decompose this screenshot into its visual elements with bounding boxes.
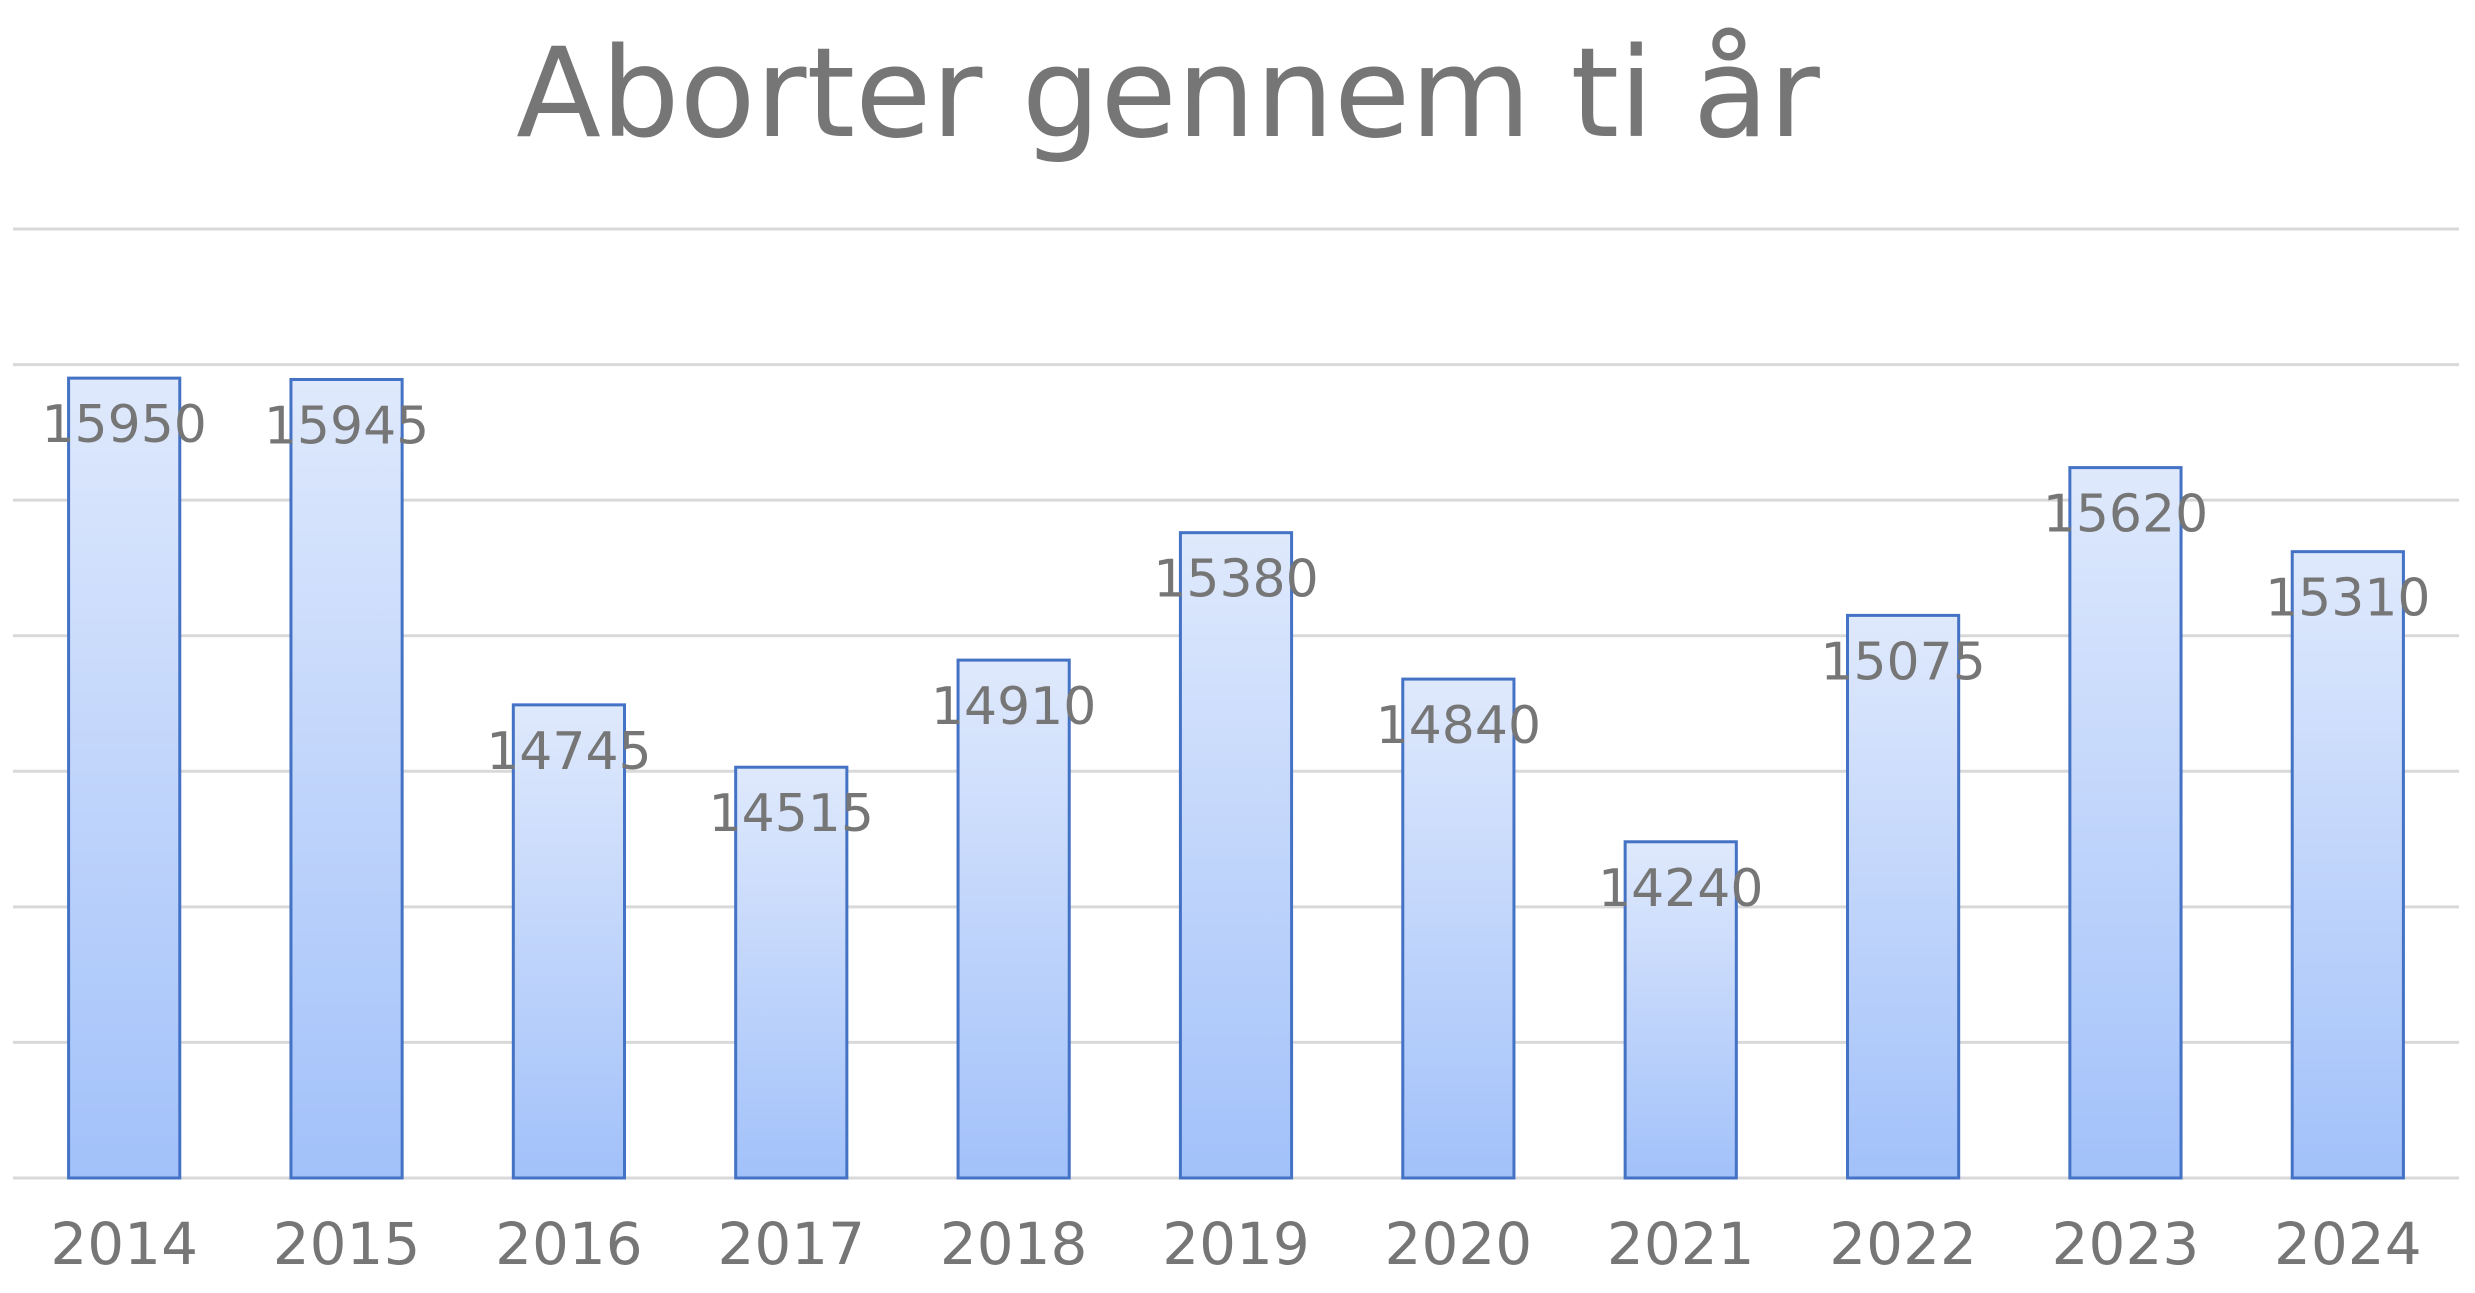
data-label: 14745 [486, 722, 651, 782]
data-label: 15620 [2043, 485, 2208, 545]
chart-title: Aborter gennem ti år [516, 22, 1820, 166]
x-tick-label: 2017 [717, 1210, 865, 1278]
data-label: 15380 [1153, 550, 1318, 610]
bar [1846, 613, 1961, 1180]
x-tick-label: 2014 [50, 1210, 198, 1278]
data-label: 14515 [709, 784, 874, 844]
x-tick-label: 2021 [1607, 1210, 1755, 1278]
bar [67, 376, 182, 1180]
bar [1401, 677, 1516, 1180]
data-label: 15310 [2265, 569, 2430, 629]
bar [1623, 840, 1738, 1180]
x-tick-label: 2024 [2274, 1210, 2422, 1278]
bar [511, 703, 626, 1180]
data-label: 14910 [931, 677, 1096, 737]
bar [2290, 550, 2405, 1180]
x-tick-label: 2020 [1385, 1210, 1533, 1278]
data-label: 15075 [1820, 632, 1985, 692]
x-tick-label: 2019 [1162, 1210, 1310, 1278]
data-label: 14840 [1376, 696, 1541, 756]
bar [289, 377, 404, 1180]
bar [734, 765, 849, 1180]
data-label: 14240 [1598, 859, 1763, 919]
x-tick-label: 2018 [940, 1210, 1088, 1278]
data-label: 15950 [41, 395, 206, 455]
x-tick-label: 2022 [1829, 1210, 1977, 1278]
x-tick-label: 2023 [2052, 1210, 2200, 1278]
x-tick-label: 2015 [273, 1210, 421, 1278]
data-label: 15945 [264, 396, 429, 456]
bar [956, 658, 1071, 1180]
bar [2068, 466, 2183, 1180]
bar [1178, 531, 1294, 1180]
x-tick-label: 2016 [495, 1210, 643, 1278]
